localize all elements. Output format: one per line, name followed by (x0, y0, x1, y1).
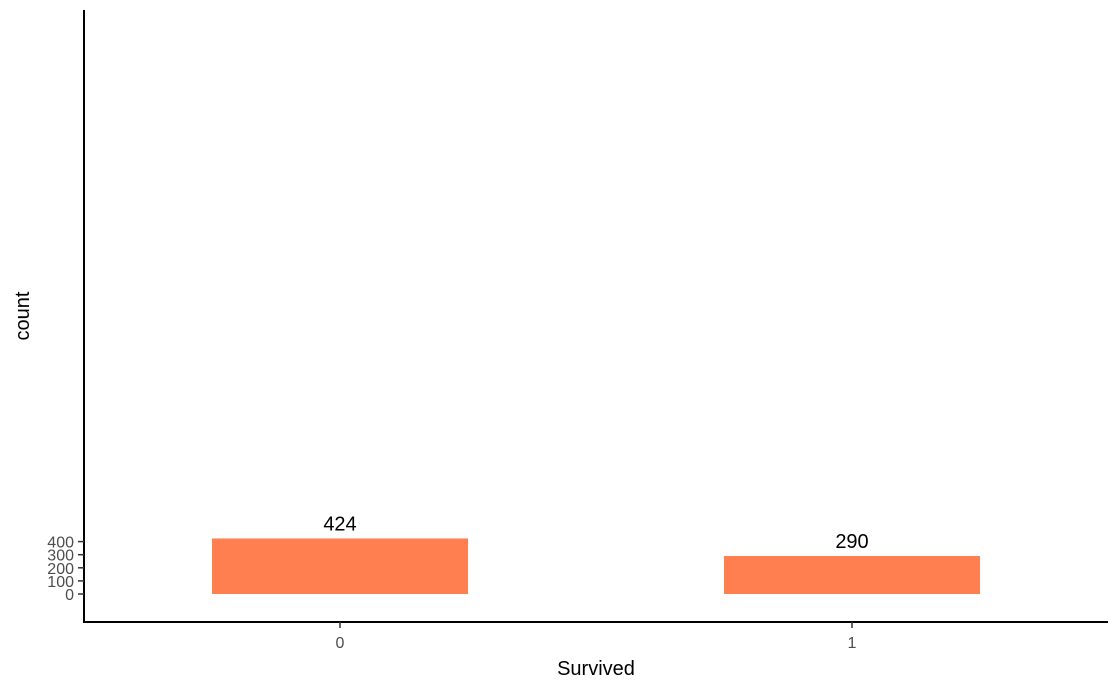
bar-0 (212, 538, 468, 594)
y-tick-label: 100 (47, 574, 74, 591)
bars-group (212, 538, 980, 594)
data-label-0: 424 (323, 513, 356, 535)
y-axis-title: count (12, 291, 34, 340)
y-tick-label: 300 (47, 548, 74, 565)
y-tick-label: 400 (47, 535, 74, 552)
x-axis-title: Survived (557, 658, 635, 680)
x-tick-label: 0 (336, 635, 345, 652)
bar-1 (724, 556, 980, 594)
data-label-1: 290 (835, 531, 868, 553)
y-tick-label: 0 (65, 587, 74, 604)
y-tick-label: 200 (47, 561, 74, 578)
data-labels-group: 424 290 (323, 513, 868, 553)
x-tick-label: 1 (848, 635, 857, 652)
